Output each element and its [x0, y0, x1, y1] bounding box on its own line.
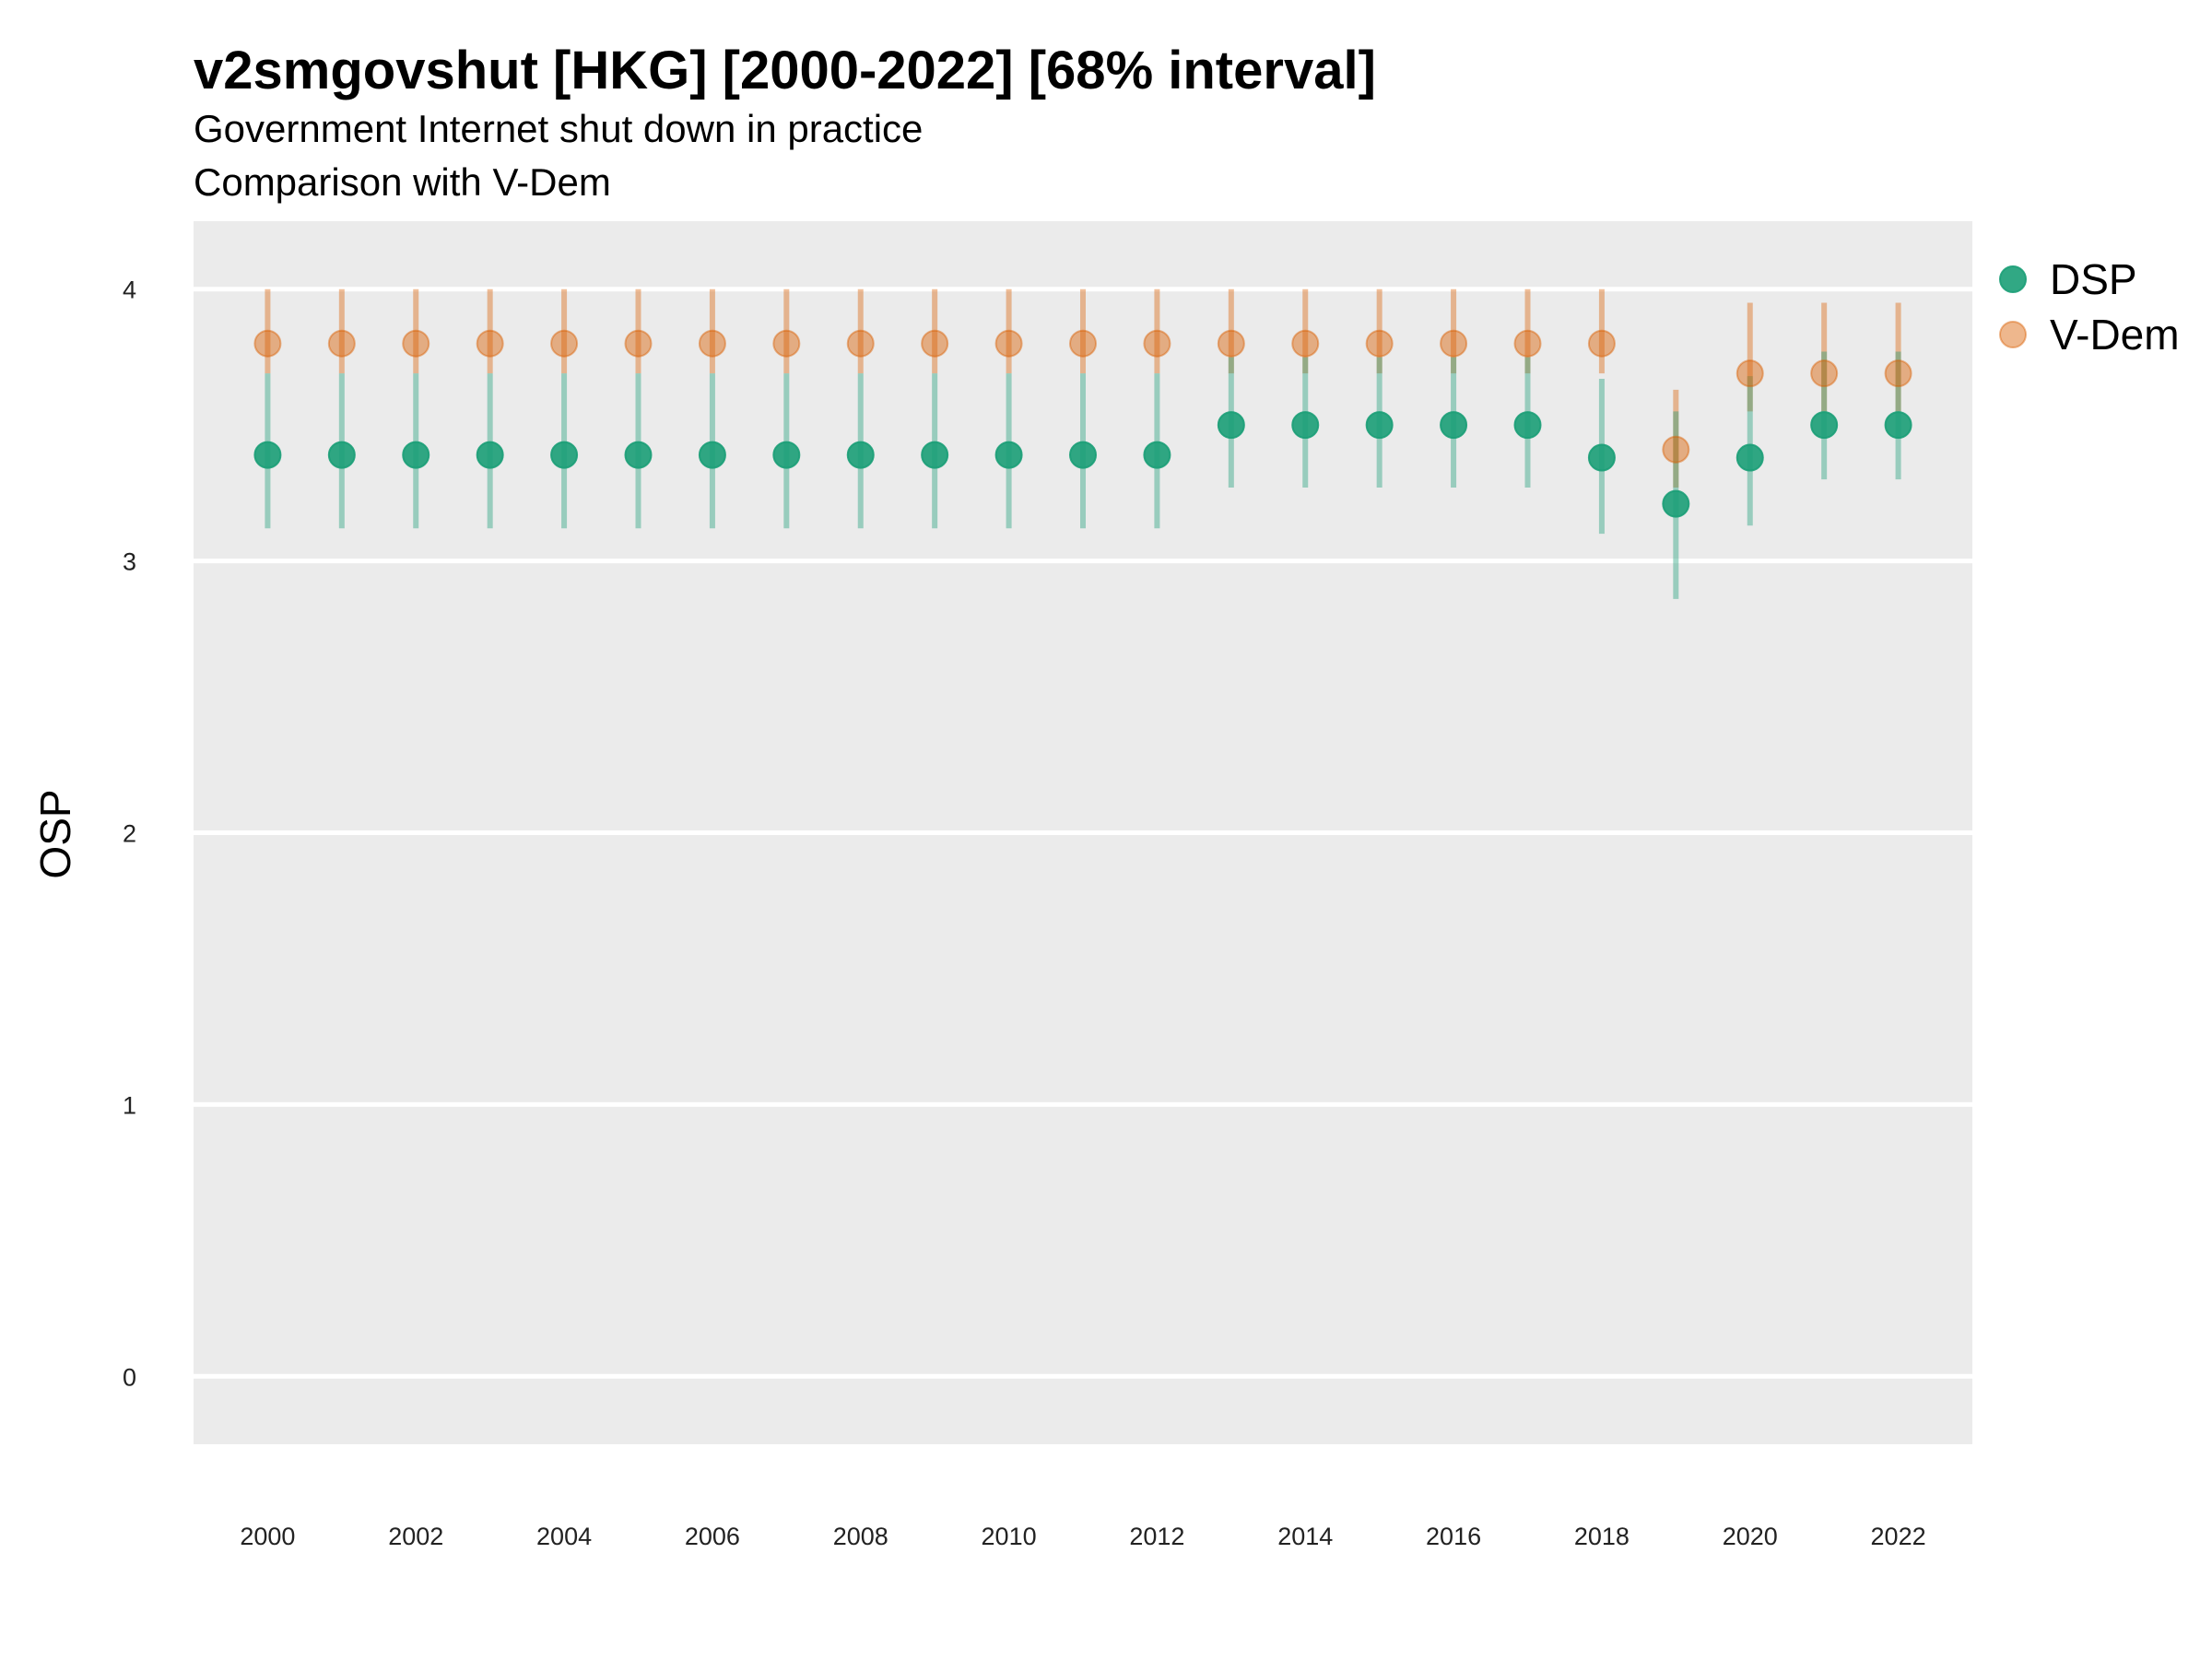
grid-layer — [194, 287, 1972, 1379]
legend-label-dsp: DSP — [2050, 255, 2137, 303]
chart-subtitle: Government Internet shut down in practic… — [194, 107, 923, 150]
v-dem-point — [698, 329, 726, 358]
v-dem-point — [402, 329, 430, 358]
x-tick-label: 2018 — [1574, 1523, 1630, 1550]
v-dem-point — [327, 329, 356, 358]
y-tick-label: 1 — [123, 1091, 136, 1119]
dsp-point — [1735, 443, 1764, 472]
y-tick-label: 2 — [123, 820, 136, 848]
dsp-point — [1217, 411, 1245, 440]
dsp-point — [1365, 411, 1394, 440]
y-tick-label: 4 — [123, 276, 136, 304]
v-dem-point — [476, 329, 504, 358]
x-tick-label: 2014 — [1277, 1523, 1333, 1550]
v-dem-point — [846, 329, 875, 358]
dsp-point — [624, 441, 653, 469]
v-dem-point — [1143, 329, 1171, 358]
x-tick-label: 2016 — [1426, 1523, 1481, 1550]
dsp-point — [1291, 411, 1320, 440]
v-dem-point — [624, 329, 653, 358]
dsp-point — [476, 441, 504, 469]
dsp-point — [1884, 411, 1912, 440]
dsp-point — [1587, 443, 1616, 472]
chart-title: v2smgovshut [HKG] [2000-2022] [68% inter… — [194, 41, 1376, 100]
legend-key-dsp — [1999, 265, 2027, 293]
y-tick-labels: 0 1 2 3 4 — [123, 276, 136, 1392]
dsp-point — [253, 441, 282, 469]
v-dem-point — [1810, 359, 1839, 388]
v-dem-point — [253, 329, 282, 358]
dsp-point — [1143, 441, 1171, 469]
dsp-point — [1440, 411, 1468, 440]
v-dem-point — [1217, 329, 1245, 358]
y-tick-label: 3 — [123, 548, 136, 576]
v-dem-point — [550, 329, 579, 358]
v-dem-point — [1513, 329, 1542, 358]
x-tick-label: 2002 — [388, 1523, 443, 1550]
legend: DSP V-Dem — [1999, 255, 2180, 359]
dsp-point — [327, 441, 356, 469]
x-tick-label: 2008 — [833, 1523, 888, 1550]
dsp-point — [1513, 411, 1542, 440]
x-tick-label: 2004 — [536, 1523, 592, 1550]
dsp-point — [698, 441, 726, 469]
v-dem-point — [1735, 359, 1764, 388]
x-tick-label: 2000 — [240, 1523, 295, 1550]
x-tick-label: 2020 — [1723, 1523, 1778, 1550]
v-dem-point — [1587, 329, 1616, 358]
dsp-point — [994, 441, 1023, 469]
point-layer — [253, 329, 1912, 518]
v-dem-point — [1365, 329, 1394, 358]
v-dem-point — [772, 329, 801, 358]
legend-label-v-dem: V-Dem — [2050, 311, 2180, 359]
dsp-point — [846, 441, 875, 469]
x-tick-label: 2022 — [1871, 1523, 1926, 1550]
x-tick-label: 2012 — [1129, 1523, 1184, 1550]
x-tick-label: 2010 — [982, 1523, 1037, 1550]
y-axis-title: OSP — [31, 789, 79, 878]
x-tick-label: 2006 — [685, 1523, 740, 1550]
dsp-point — [402, 441, 430, 469]
y-tick-label: 0 — [123, 1363, 136, 1391]
chart-subtitle-secondary: Comparison with V-Dem — [194, 160, 611, 204]
dsp-point — [1069, 441, 1097, 469]
v-dem-point — [921, 329, 949, 358]
v-dem-point — [1884, 359, 1912, 388]
dsp-point — [772, 441, 801, 469]
v-dem-point — [1662, 435, 1690, 464]
dsp-point — [550, 441, 579, 469]
x-tick-labels: 2000 2002 2004 2006 2008 2010 2012 2014 2016 2018… — [240, 1523, 1925, 1550]
v-dem-point — [1440, 329, 1468, 358]
v-dem-point — [1069, 329, 1097, 358]
dsp-point — [1662, 489, 1690, 518]
v-dem-point — [1291, 329, 1320, 358]
v-dem-point — [994, 329, 1023, 358]
dsp-point — [921, 441, 949, 469]
legend-key-v-dem — [1999, 321, 2027, 348]
dsp-point — [1810, 411, 1839, 440]
